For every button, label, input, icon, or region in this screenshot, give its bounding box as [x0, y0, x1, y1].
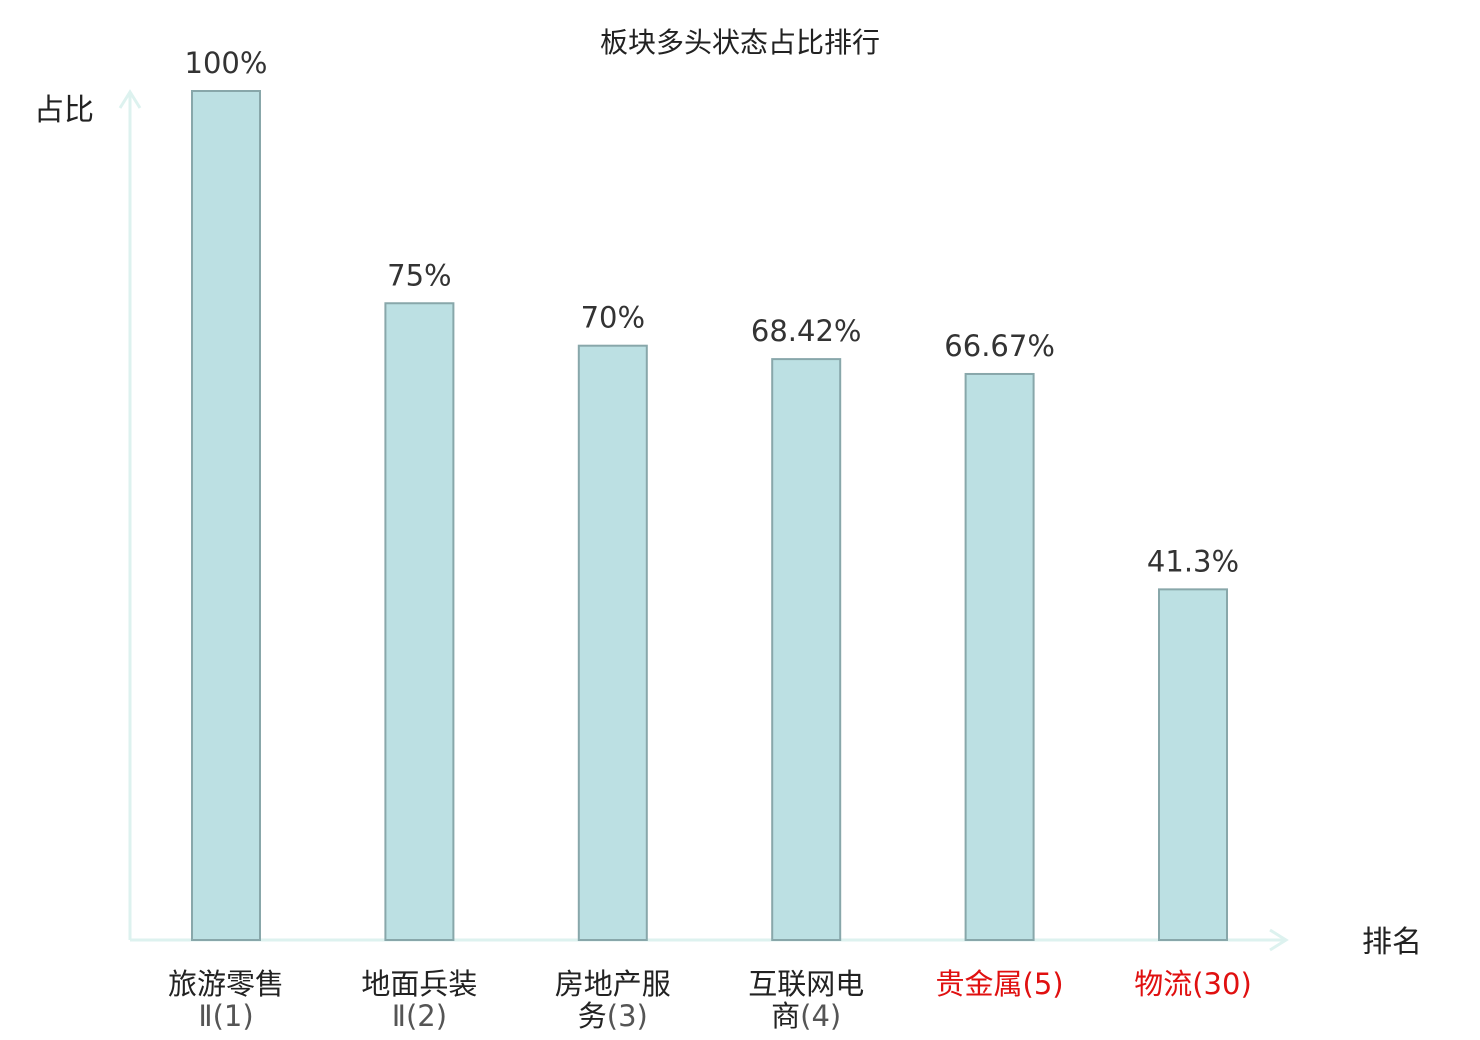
category-label-5: 贵金属(5) — [936, 967, 1064, 1001]
bar-1 — [191, 90, 261, 941]
x-axis — [130, 928, 1289, 952]
value-labels-group: 100% 75% 70% 68.42% 66.67% 41.3% — [185, 46, 1240, 578]
bars-group — [191, 90, 1228, 942]
value-label-5: 66.67% — [944, 329, 1055, 363]
x-axis-label: 排名 — [1362, 925, 1422, 960]
bar-6 — [1158, 588, 1228, 941]
category-label-1: 旅游零售 Ⅱ(1) — [168, 967, 284, 1033]
value-label-2: 75% — [387, 258, 451, 292]
bar-4 — [771, 358, 842, 941]
bar-3 — [577, 344, 648, 941]
category-label-4: 互联网电商(4) — [748, 967, 864, 1033]
value-label-3: 70% — [581, 301, 645, 335]
bar-5 — [964, 372, 1035, 942]
category-label-3: 房地产服务(3) — [555, 967, 671, 1033]
y-axis-label: 占比 — [34, 93, 94, 128]
bar-2 — [384, 302, 455, 941]
value-label-1: 100% — [185, 46, 268, 80]
category-labels-group: 旅游零售 Ⅱ(1) 地面兵装 Ⅱ(2) 房地产服务(3) 互联网电商(4) 贵金属(5) 物流… — [168, 967, 1252, 1033]
category-label-2: 地面兵装 Ⅱ(2) — [361, 967, 477, 1033]
value-label-4: 68.42% — [751, 314, 862, 348]
chart-title: 板块多头状态占比排行 — [600, 26, 880, 59]
category-label-6: 物流(30) — [1134, 967, 1252, 1001]
value-label-6: 41.3% — [1147, 544, 1239, 578]
y-axis — [118, 89, 142, 940]
